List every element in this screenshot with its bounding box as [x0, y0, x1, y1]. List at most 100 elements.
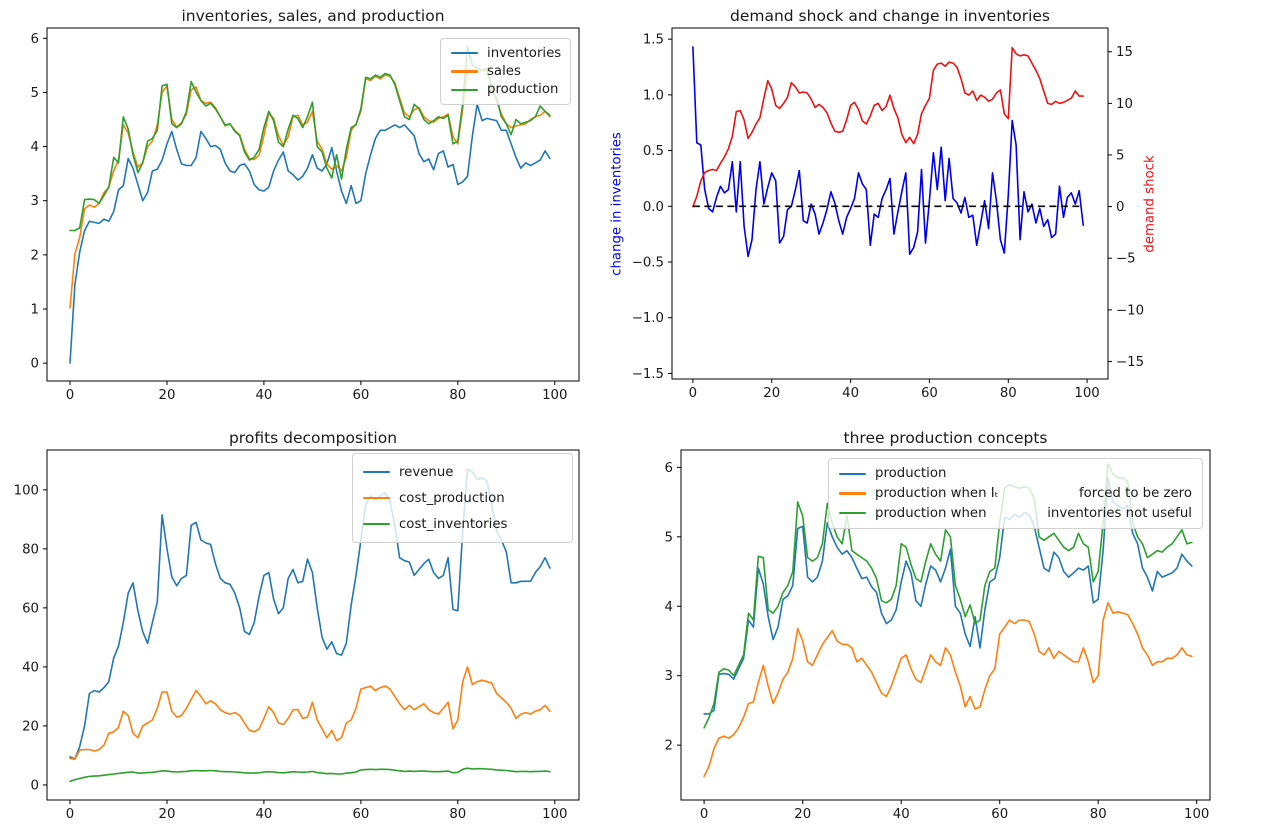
- profits-decomposition-line-cost-production: [69, 666, 551, 761]
- legend-entry-label: cost_production: [399, 490, 505, 506]
- legend-entry: inventories: [451, 44, 561, 62]
- three-production-concepts-x-tick-label: 0: [700, 807, 708, 822]
- legend-entry: cost_inventories: [363, 511, 562, 537]
- legend-entry-label-right: forced to be zero: [1078, 486, 1192, 501]
- legend-entry-main: sales: [451, 64, 521, 79]
- demand-shock-change-inventories-x-tick-label: 80: [1000, 386, 1017, 401]
- three-production-concepts-y-tick-label: 6: [665, 461, 673, 476]
- inventories-sales-production-x-tick-label: 60: [352, 388, 369, 403]
- demand-shock-change-inventories-ylabel-right: demand shock: [1142, 155, 1158, 253]
- three-production-concepts-axes-box: [680, 449, 1211, 801]
- three-production-concepts-legend: production production when Iₜ forced to be…: [828, 458, 1203, 529]
- demand-shock-change-inventories-x-tick-label: 100: [1074, 386, 1099, 401]
- profits-decomposition-y-tick-label: 20: [22, 719, 39, 734]
- legend-entry: revenue: [363, 459, 562, 485]
- demand-shock-change-inventories-y-tick-label: 0.5: [643, 144, 664, 159]
- legend-entry-main: cost_production: [363, 491, 505, 506]
- profits-decomposition-title: profits decomposition: [228, 429, 398, 447]
- inventories-sales-production-y-tick-label: 3: [31, 194, 39, 209]
- demand-shock-change-inventories-y-right-tick-label: −15: [1116, 355, 1144, 370]
- legend-line-swatch: [839, 472, 866, 475]
- legend-entry-main: production when: [839, 506, 987, 521]
- demand-shock-change-inventories-y-right-tick-label: −5: [1116, 252, 1136, 267]
- inventories-sales-production-x-tick-label: 80: [449, 388, 466, 403]
- legend-entry-main: revenue: [363, 465, 453, 480]
- legend-entry-main: inventories: [451, 46, 561, 61]
- inventories-sales-production-y-tick-label: 1: [31, 302, 39, 317]
- legend-line-swatch: [451, 52, 478, 55]
- demand-shock-change-inventories-y-right-tick-label: −10: [1116, 303, 1144, 318]
- three-production-concepts-y-tick-label: 2: [665, 739, 673, 754]
- legend-line-swatch: [839, 512, 866, 515]
- legend-entry-main: cost_inventories: [363, 517, 507, 532]
- profits-decomposition-legend: revenue cost_production cost_inventories: [352, 453, 573, 543]
- profits-decomposition-y-tick-label: 100: [14, 483, 39, 498]
- legend-line-swatch: [363, 496, 390, 500]
- demand-shock-change-inventories-y-tick-label: −0.5: [632, 256, 664, 271]
- legend-entry-main: production: [451, 82, 558, 97]
- profits-decomposition-line-cost-inventories: [69, 767, 551, 783]
- profits-decomposition-y-tick-label: 40: [22, 660, 39, 675]
- legend-entry: production when inventories not useful: [839, 503, 1192, 523]
- demand-shock-change-inventories-x-tick-label: 0: [689, 386, 697, 401]
- legend-entry: sales: [451, 62, 560, 80]
- legend-entry: production: [839, 464, 1192, 484]
- three-production-concepts-x-tick-label: 80: [1090, 807, 1107, 822]
- three-production-concepts-x-tick-label: 20: [794, 807, 811, 822]
- demand-shock-change-inventories-y-right-tick-label: 0: [1116, 200, 1124, 215]
- demand-shock-change-inventories-ylabel-left: change in inventories: [609, 132, 625, 276]
- profits-decomposition-y-tick-label: 80: [22, 542, 39, 557]
- profits-decomposition-x-tick-label: 40: [255, 807, 272, 822]
- demand-shock-change-inventories-axes-box: [671, 27, 1109, 380]
- demand-shock-change-inventories-y-tick-label: −1.5: [632, 367, 664, 382]
- legend-line-swatch: [451, 70, 478, 73]
- legend-entry-label: production: [875, 466, 947, 482]
- demand-shock-change-inventories-line-change-in-inventories: [692, 46, 1084, 258]
- legend-entry-main: production when Iₜ: [839, 486, 999, 501]
- legend-entry: production when Iₜ forced to be zero: [839, 484, 1192, 504]
- profits-decomposition-x-tick-label: 80: [449, 807, 466, 822]
- legend-entry-main: production: [839, 466, 946, 481]
- inventories-sales-production-line-inventories: [69, 103, 551, 364]
- demand-shock-change-inventories-y-tick-label: 1.0: [643, 88, 664, 103]
- demand-shock-change-inventories-y-right-tick-label: 5: [1116, 148, 1124, 163]
- demand-shock-change-inventories-line-demand-shock: [692, 46, 1084, 208]
- legend-entry-label: revenue: [399, 464, 454, 480]
- demand-shock-change-inventories-y-tick-label: 0.0: [643, 200, 664, 215]
- legend-entry-label: production when Iₜ: [875, 486, 999, 501]
- demand-shock-change-inventories-x-tick-label: 20: [763, 386, 780, 401]
- profits-decomposition-x-tick-label: 100: [542, 807, 567, 822]
- inventories-sales-production-y-tick-label: 4: [31, 140, 39, 155]
- inventories-sales-production-title: inventories, sales, and production: [181, 7, 445, 25]
- demand-shock-change-inventories-y-tick-label: −1.0: [632, 311, 664, 326]
- legend-entry: cost_production: [363, 485, 562, 511]
- legend-line-swatch: [363, 470, 390, 474]
- profits-decomposition-axes-box: [46, 449, 580, 801]
- legend-line-swatch: [451, 88, 478, 91]
- profits-decomposition-y-tick-label: 60: [22, 601, 39, 616]
- inventories-sales-production-x-tick-label: 20: [159, 388, 176, 403]
- profits-decomposition-x-tick-label: 20: [159, 807, 176, 822]
- legend-entry-label-right: inventories not useful: [1047, 505, 1192, 521]
- inventories-sales-production-axes-box: [46, 27, 580, 382]
- profits-decomposition-x-tick-label: 0: [66, 807, 74, 822]
- inventories-sales-production-x-tick-label: 0: [66, 388, 74, 403]
- demand-shock-change-inventories-y-tick-label: 1.5: [643, 33, 664, 48]
- three-production-concepts-y-tick-label: 4: [665, 600, 673, 615]
- legend-entry-label: production when: [875, 505, 987, 521]
- inventories-sales-production-y-tick-label: 2: [31, 248, 39, 263]
- inventories-sales-production-legend: inventories sales production: [440, 38, 571, 105]
- demand-shock-change-inventories-y-right-tick-label: 10: [1116, 97, 1133, 112]
- legend-entry-label: inventories: [487, 45, 562, 61]
- legend-line-swatch: [363, 522, 390, 526]
- demand-shock-change-inventories-y-right-tick-label: 15: [1116, 45, 1133, 60]
- profits-decomposition-x-tick-label: 60: [352, 807, 369, 822]
- inventories-sales-production-x-tick-label: 40: [255, 388, 272, 403]
- demand-shock-change-inventories-title: demand shock and change in inventories: [730, 7, 1050, 25]
- profits-decomposition-y-tick-label: 0: [31, 778, 39, 793]
- three-production-concepts-y-tick-label: 5: [665, 530, 673, 545]
- inventories-sales-production-x-tick-label: 100: [542, 388, 567, 403]
- three-production-concepts-title: three production concepts: [843, 429, 1048, 447]
